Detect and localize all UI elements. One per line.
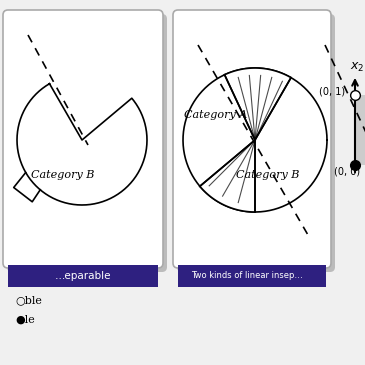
Text: Category B: Category B — [236, 170, 300, 180]
FancyBboxPatch shape — [3, 10, 163, 268]
Text: ●le: ●le — [15, 315, 35, 325]
Text: $x_2$: $x_2$ — [350, 61, 364, 74]
Polygon shape — [200, 140, 255, 212]
Text: ○ble: ○ble — [15, 295, 42, 305]
Text: (0, 0): (0, 0) — [334, 167, 360, 177]
Bar — [8, 265, 158, 287]
Text: …eparable: …eparable — [55, 271, 111, 281]
Text: Category B: Category B — [31, 170, 95, 180]
Bar — [355, 95, 365, 165]
FancyBboxPatch shape — [177, 14, 335, 272]
Text: Category A: Category A — [184, 110, 247, 120]
Bar — [178, 265, 326, 287]
Polygon shape — [224, 68, 291, 140]
FancyBboxPatch shape — [173, 10, 331, 268]
Text: (0, 1): (0, 1) — [319, 87, 345, 97]
Text: Two kinds of linear insep…: Two kinds of linear insep… — [191, 272, 303, 280]
FancyBboxPatch shape — [7, 14, 167, 272]
